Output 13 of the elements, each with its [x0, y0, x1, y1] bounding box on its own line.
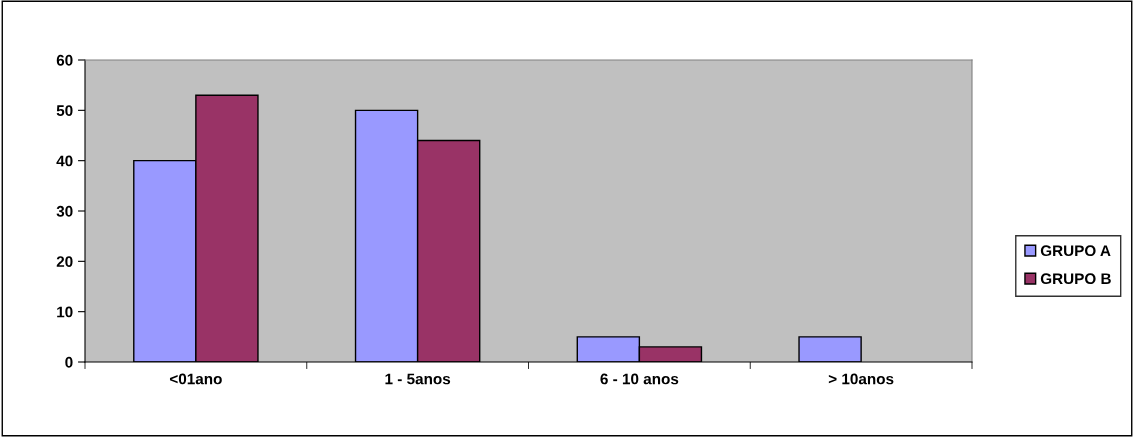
y-tick-label: 20: [56, 256, 73, 268]
x-tick-label: 6 - 10 anos: [600, 373, 679, 385]
y-tick-label: 10: [57, 306, 73, 318]
legend-label: GRUPO A: [1040, 245, 1111, 257]
y-tick-label: 40: [56, 155, 73, 167]
y-tick-label: 60: [56, 54, 73, 66]
x-tick-label: <01ano: [169, 373, 222, 385]
legend-label: GRUPO B: [1040, 273, 1111, 285]
y-tick-label: 50: [56, 105, 73, 117]
y-tick-label: 0: [65, 356, 73, 368]
x-tick-label: > 10anos: [828, 373, 894, 385]
x-tick-label: 1 - 5anos: [385, 373, 451, 385]
y-tick-label: 30: [56, 205, 73, 217]
